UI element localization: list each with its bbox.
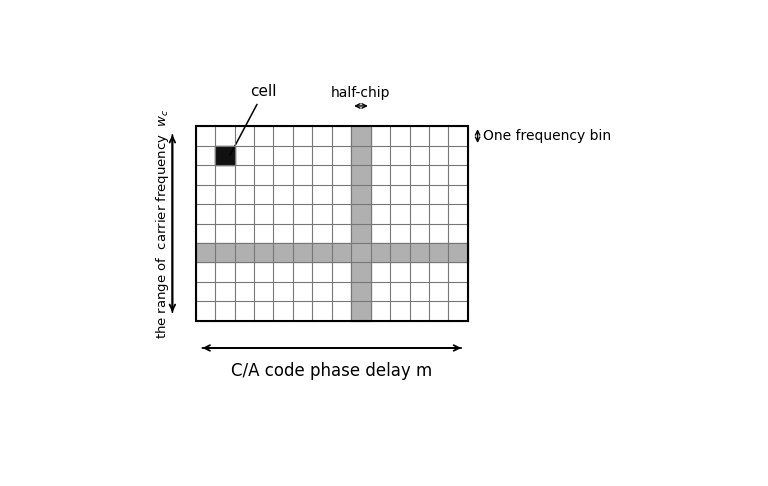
Bar <box>196 243 468 262</box>
Bar <box>351 126 371 321</box>
Text: half-chip: half-chip <box>331 86 391 100</box>
Text: One frequency bin: One frequency bin <box>483 129 611 143</box>
Text: the range of  carrier frequency  $w_c$: the range of carrier frequency $w_c$ <box>154 108 171 339</box>
Bar <box>196 126 468 321</box>
Text: cell: cell <box>230 84 277 155</box>
Text: C/A code phase delay m: C/A code phase delay m <box>231 362 432 380</box>
Bar <box>215 146 234 165</box>
